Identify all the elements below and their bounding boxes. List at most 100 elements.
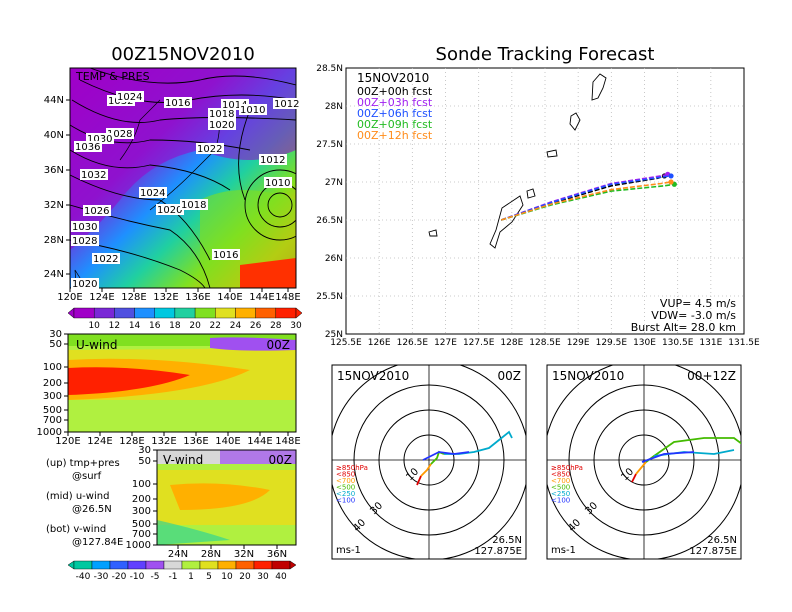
hodo-trace <box>641 451 695 463</box>
hodo-units: ms-1 <box>336 545 361 556</box>
map-lat-tick-label: 24N <box>44 269 64 280</box>
isobar-label-bg <box>212 249 240 260</box>
colorbar-label: 20 <box>189 321 201 331</box>
map-lat-ticks: 24N 28N 32N 36N 40N 44N <box>44 95 70 280</box>
track-lat-tick-label: 27N <box>325 178 343 188</box>
hodo-trace <box>422 451 470 461</box>
vwind-p-tick-label: 100 <box>132 479 151 490</box>
map-lat-tick-label: 32N <box>44 200 64 211</box>
vwind-lat-tick-label: 32N <box>234 549 254 560</box>
map-lon-tick-label: 120E <box>57 292 82 303</box>
track-legend-entry: 00Z+06h fcst <box>357 107 433 120</box>
colorbar-swatch <box>174 307 196 319</box>
colorbar-swatch <box>91 560 111 570</box>
colorbar-label: 14 <box>129 321 141 331</box>
track-lat-tick-label: 25.5N <box>316 292 343 302</box>
legend-mid-sub: @26.5N <box>72 504 112 515</box>
colorbar-swatch <box>271 560 291 570</box>
colorbar-swatch <box>134 307 155 319</box>
colorbar-label: 16 <box>149 321 161 331</box>
map-lon-tick-label: 136E <box>185 292 210 303</box>
colorbar-swatch <box>163 560 183 570</box>
track-series <box>500 171 677 221</box>
isobar-label-bg <box>139 187 167 198</box>
colorbar-label: -10 <box>130 572 145 582</box>
uwind-p-tick-label: 1000 <box>37 427 62 438</box>
isobar-label-bg <box>164 97 192 108</box>
colorbar-swatch <box>114 307 135 319</box>
isobar-label-bg <box>86 133 114 144</box>
uwind-lon-tick-label: 128E <box>119 436 144 447</box>
isobar-label: 1020 <box>72 279 97 290</box>
isobar-label: 1018 <box>209 109 234 120</box>
colorbar-swatch <box>73 307 95 319</box>
isobar-label-bg <box>80 169 108 180</box>
hodograph-left: 15NOV2010 00Z ≥850hPa<850<700<500<250<100 1… <box>331 364 527 560</box>
colorbar-label: -20 <box>112 572 127 582</box>
isobar-label-bg <box>208 108 236 119</box>
colorbar-label: 20 <box>239 572 251 582</box>
isobar-label: 1026 <box>84 206 109 217</box>
track-line-2 <box>500 175 672 221</box>
track-lat-tick-label: 26N <box>325 254 343 264</box>
hodo-time: 00+12Z <box>687 369 736 383</box>
track-lat-ticks: 25N 25.5N 26N 26.5N 27N 27.5N 28N 28.5N <box>316 64 343 340</box>
uwind-p-tick-label: 50 <box>49 339 62 350</box>
vwind-p-tick-label: 200 <box>132 494 151 505</box>
hodo-lon: 127.875E <box>474 546 522 557</box>
isobar-label-bg <box>273 98 301 109</box>
hodo-level-label: <100 <box>336 497 355 505</box>
isobar-label: 1016 <box>165 98 190 109</box>
track-point <box>668 179 674 185</box>
hodo-trace <box>645 437 741 463</box>
map-lat-tick-label: 40N <box>44 130 64 141</box>
panel-legend: (up) tmp+pres @surf (mid) u-wind @26.5N … <box>46 458 123 548</box>
isobar-label-bg <box>71 278 99 289</box>
isobar-label-bg <box>208 119 236 130</box>
isobar-label: 1030 <box>72 222 97 233</box>
colorbar-swatch <box>194 307 216 319</box>
hodo-trace <box>635 461 647 475</box>
isobar-label: 1028 <box>72 236 97 247</box>
track-legend-entry: 00Z+00h fcst <box>357 85 433 98</box>
hodo-units: ms-1 <box>551 545 576 556</box>
colorbar-cap <box>289 560 297 570</box>
track-lon-tick-label: 130E <box>633 338 656 348</box>
uwind-p-tick-label: 200 <box>43 378 62 389</box>
map-lat-tick-label: 36N <box>44 165 64 176</box>
map-lat-tick-label: 44N <box>44 95 64 106</box>
hodo-level-label: <850 <box>551 471 570 479</box>
track-lat-tick-label: 28N <box>325 102 343 112</box>
colorbar-label: 1 <box>188 572 194 582</box>
track-lon-tick-label: 125.5E <box>330 338 362 348</box>
colorbar-label: -1 <box>169 572 178 582</box>
isobar-label-bg <box>92 253 120 264</box>
track-lon-tick-label: 131.5E <box>728 338 760 348</box>
colorbar-label: 10 <box>221 572 233 582</box>
isobar-label: 1012 <box>260 155 285 166</box>
isobar-label-bg <box>71 235 99 246</box>
colorbar-label: 12 <box>109 321 120 331</box>
isobar-label-bg <box>180 199 208 210</box>
vwind-lat-tick-label: 24N <box>168 549 188 560</box>
hodo-date: 15NOV2010 <box>552 369 624 383</box>
isobar-label: 1020 <box>209 120 234 131</box>
uwind-p-tick-label: 100 <box>43 362 62 373</box>
map-lon-tick-label: 144E <box>249 292 274 303</box>
hodo-lat: 26.5N <box>707 535 737 546</box>
left-title: 00Z15NOV2010 <box>111 44 255 65</box>
colorbar-label: 28 <box>270 321 282 331</box>
colorbar-swatch <box>235 307 256 319</box>
isobar-label: 1036 <box>75 142 100 153</box>
vdw-text: VDW= -3.0 m/s <box>651 309 736 322</box>
uwind-label: U-wind <box>76 338 117 352</box>
colorbar-label: 18 <box>169 321 181 331</box>
track-lon-tick-label: 128E <box>500 338 523 348</box>
hodo-time: 00Z <box>498 369 522 383</box>
track-line-4 <box>500 181 672 221</box>
isobar-label: 1024 <box>117 92 142 103</box>
isobar-label: 1024 <box>140 188 165 199</box>
track-lon-tick-label: 126.5E <box>397 338 429 348</box>
isobar-label: 1010 <box>265 178 290 189</box>
